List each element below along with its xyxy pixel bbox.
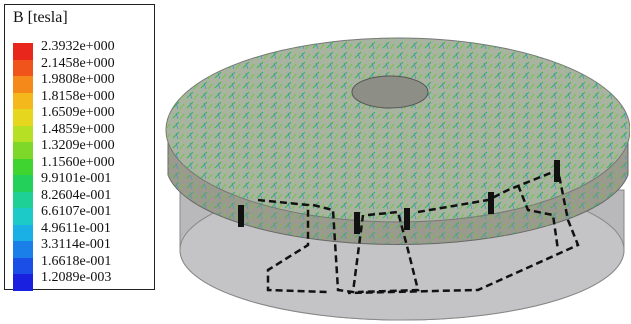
legend-label: 2.3932e+000 [41, 39, 115, 56]
color-swatch [13, 159, 33, 176]
legend-label: 4.9611e-001 [41, 221, 115, 238]
legend-label: 1.3209e+000 [41, 138, 115, 155]
field-rendering [158, 0, 630, 324]
legend-label: 9.9101e-001 [41, 171, 115, 188]
color-swatch [13, 93, 33, 110]
color-swatch [13, 43, 33, 60]
color-swatch [13, 175, 33, 192]
legend-label: 1.6509e+000 [41, 105, 115, 122]
color-swatch [13, 60, 33, 77]
legend-title: B [tesla] [13, 9, 68, 27]
legend-label: 1.2089e-003 [41, 270, 115, 287]
color-swatch [13, 109, 33, 126]
color-swatch [13, 192, 33, 209]
legend-label: 1.6618e-001 [41, 254, 115, 271]
legend-label: 8.2604e-001 [41, 188, 115, 205]
center-hole [352, 76, 428, 108]
color-swatch [13, 76, 33, 93]
legend-label: 2.1458e+000 [41, 56, 115, 73]
color-swatch [13, 142, 33, 159]
legend-label: 1.9808e+000 [41, 72, 115, 89]
legend-label: 6.6107e-001 [41, 204, 115, 221]
legend-label: 1.8158e+000 [41, 89, 115, 106]
color-swatch [13, 274, 33, 291]
field-top [166, 38, 630, 222]
legend-label: 3.3114e-001 [41, 237, 115, 254]
legend-label: 1.4859e+000 [41, 122, 115, 139]
color-swatch [13, 258, 33, 275]
color-swatch [13, 208, 33, 225]
color-bar [13, 43, 33, 291]
legend-label: 1.1560e+000 [41, 155, 115, 172]
color-swatch [13, 225, 33, 242]
color-swatch [13, 126, 33, 143]
figure: B [tesla] 2.3932e+0002.1458e+0001.9808e+… [0, 0, 631, 324]
color-swatch [13, 241, 33, 258]
